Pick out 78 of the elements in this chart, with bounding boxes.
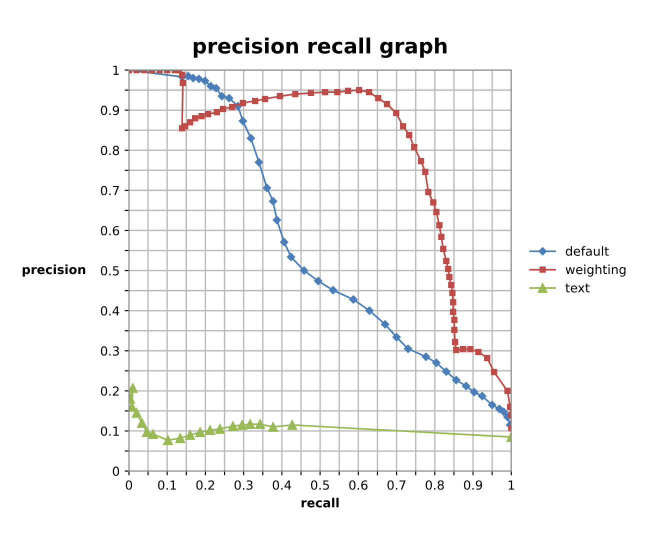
- point: [432, 358, 440, 367]
- legend-label: weighting: [566, 264, 626, 277]
- y-tick-label: 0: [112, 466, 120, 476]
- chart-title: precision recall graph: [194, 38, 447, 58]
- point: [189, 74, 198, 82]
- point: [163, 435, 173, 446]
- point: [175, 433, 186, 444]
- y-tick-label: 0.6: [100, 226, 120, 236]
- point: [212, 84, 220, 92]
- point: [349, 295, 358, 304]
- x-tick-label: 0.5: [310, 480, 329, 490]
- point: [280, 238, 288, 246]
- y-tick-label: 0.8: [100, 146, 120, 156]
- x-tick-label: 0.1: [158, 480, 176, 490]
- point: [452, 376, 460, 384]
- point: [255, 419, 265, 430]
- point: [422, 352, 430, 361]
- point: [268, 422, 278, 432]
- point: [404, 344, 412, 353]
- point: [215, 424, 225, 434]
- x-tick-label: 0.4: [272, 480, 292, 490]
- point: [237, 420, 247, 430]
- y-tick-label: 0.9: [100, 106, 120, 116]
- point: [365, 306, 374, 315]
- x-tick-label: 0: [126, 480, 132, 490]
- point: [185, 430, 195, 440]
- x-tick-label: 0.9: [464, 480, 482, 490]
- point: [238, 116, 248, 126]
- point: [380, 320, 390, 328]
- point: [132, 408, 142, 418]
- point: [328, 286, 338, 294]
- point: [218, 92, 226, 100]
- x-tick-label: 0.3: [234, 480, 253, 490]
- point: [205, 425, 215, 436]
- point: [499, 408, 508, 416]
- x-tick-label: 0.2: [196, 480, 214, 490]
- point: [272, 216, 282, 224]
- point: [137, 418, 147, 428]
- point: [478, 392, 486, 400]
- point: [462, 382, 470, 390]
- y-tick-label: 0.1: [100, 426, 119, 436]
- point: [228, 421, 238, 432]
- point: [246, 134, 256, 142]
- point: [245, 419, 256, 430]
- point: [224, 94, 234, 102]
- point: [287, 420, 298, 430]
- y-tick-label: 0.4: [100, 306, 120, 316]
- point: [206, 82, 215, 90]
- y-tick-label: 0.7: [100, 186, 119, 196]
- x-tick-label: 0.6: [349, 480, 368, 490]
- point: [254, 158, 264, 166]
- point: [300, 266, 308, 275]
- point: [470, 388, 478, 396]
- point: [148, 429, 158, 440]
- point: [268, 197, 278, 206]
- x-tick-label: 1: [508, 480, 514, 490]
- legend-label: text: [566, 284, 590, 293]
- point: [392, 333, 401, 342]
- point: [262, 184, 272, 192]
- x-axis-title: recall: [302, 498, 339, 508]
- legend-label: default: [566, 246, 609, 256]
- y-tick-label: 0.3: [100, 346, 119, 356]
- y-tick-label: 0.5: [100, 266, 119, 276]
- point: [488, 400, 496, 410]
- point: [128, 402, 137, 412]
- point: [194, 74, 204, 84]
- point: [286, 252, 296, 262]
- x-tick-label: 0.8: [426, 480, 444, 490]
- y-tick-label: 1: [113, 66, 119, 75]
- point: [314, 276, 322, 286]
- point: [128, 383, 138, 393]
- point: [142, 427, 152, 438]
- point: [195, 427, 205, 438]
- point: [442, 368, 450, 376]
- y-tick-label: 0.2: [100, 386, 119, 396]
- x-tick-label: 0.7: [387, 480, 406, 490]
- point: [200, 76, 210, 86]
- y-axis-title: precision: [22, 264, 86, 277]
